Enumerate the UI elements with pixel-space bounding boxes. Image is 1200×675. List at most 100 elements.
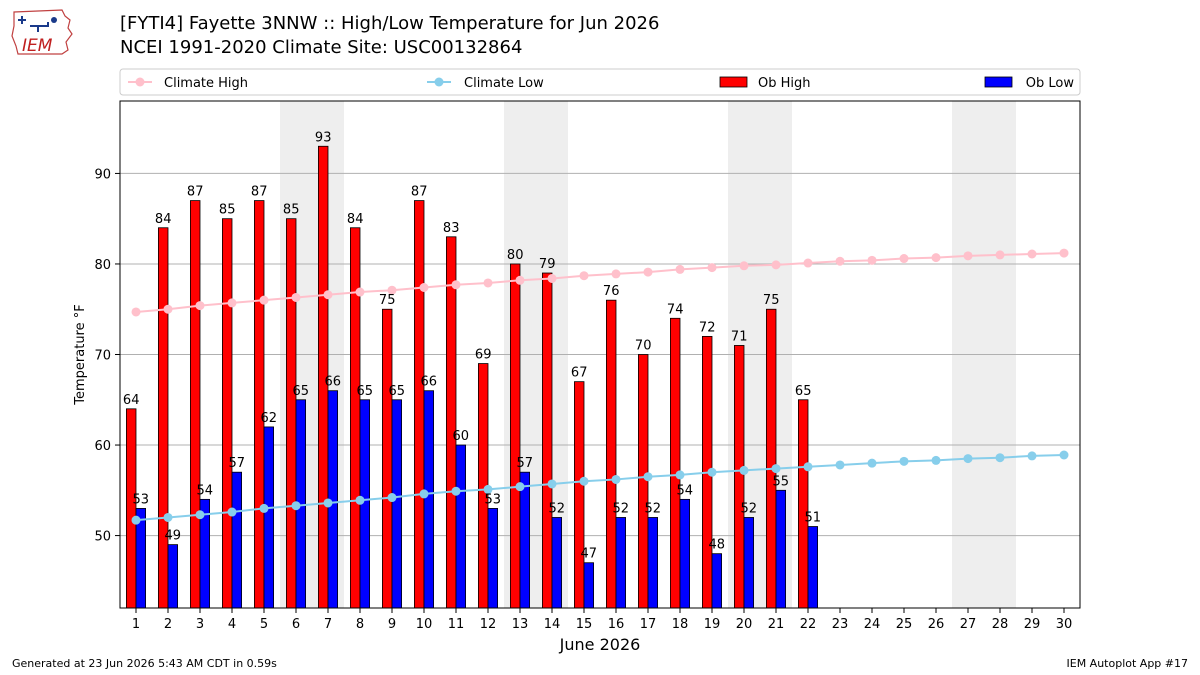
ob-low-bar (519, 471, 531, 609)
climate-high-point (835, 256, 845, 266)
climate-low-point (323, 498, 333, 508)
ob-high-bar (574, 381, 585, 609)
x-tick-label: 6 (292, 617, 300, 632)
generated-timestamp: Generated at 23 Jun 2026 5:43 AM CDT in … (12, 657, 277, 670)
legend-climate-low-label: Climate Low (464, 76, 544, 91)
ob-high-label: 87 (411, 185, 428, 200)
ob-high-bar (221, 218, 233, 609)
climate-low-point (163, 512, 173, 522)
ob-high-bar (445, 236, 457, 609)
ob-high-label: 87 (251, 185, 268, 200)
ob-low-bar (775, 489, 787, 609)
ob-low-label: 52 (549, 501, 566, 516)
ob-high-bar (734, 345, 745, 609)
climate-high-point (771, 260, 781, 270)
ob-high-label: 67 (571, 366, 588, 381)
ob-low-label: 52 (613, 501, 630, 516)
y-tick-label: 70 (94, 349, 111, 364)
legend-ob-low-swatch (984, 76, 1013, 88)
climate-high-point (547, 273, 557, 283)
iem-logo: IEM (11, 9, 73, 56)
x-tick-label: 4 (228, 617, 236, 632)
ob-low-label: 48 (709, 538, 726, 553)
x-tick-label: 9 (388, 617, 396, 632)
x-tick-label: 24 (864, 617, 881, 632)
ob-high-label: 87 (187, 185, 204, 200)
x-tick-label: 27 (960, 617, 977, 632)
climate-low-point (643, 472, 653, 482)
climate-low-point (227, 507, 237, 517)
x-tick-label: 13 (512, 617, 529, 632)
climate-low-point (131, 515, 141, 525)
ob-high-bar (157, 227, 169, 609)
ob-high-bar (509, 263, 521, 609)
x-tick-label: 16 (608, 617, 625, 632)
ob-low-label: 53 (485, 492, 502, 507)
ob-low-bar (391, 399, 403, 609)
climate-low-point (419, 489, 429, 499)
ob-low-bar (231, 471, 243, 609)
ob-high-label: 85 (283, 203, 300, 218)
climate-low-point (899, 456, 909, 466)
climate-high-point (451, 280, 461, 290)
climate-high-line (135, 252, 1065, 313)
climate-high-point (227, 298, 237, 308)
x-tick-label: 5 (260, 617, 268, 632)
ob-low-label: 60 (453, 429, 470, 444)
ob-low-bar (711, 553, 723, 609)
ob-low-bar (743, 517, 755, 609)
x-tick-label: 17 (640, 617, 657, 632)
ob-high-label: 70 (635, 339, 652, 354)
ob-high-label: 93 (315, 130, 332, 145)
ob-high-bar (381, 308, 393, 609)
climate-low-point (771, 464, 781, 474)
x-tick-label: 10 (416, 617, 433, 632)
ob-high-label: 71 (731, 329, 748, 344)
ob-high-bar (285, 218, 297, 609)
weather-vane-icon (18, 16, 49, 32)
climate-high-point (355, 287, 365, 297)
climate-high-point (259, 295, 269, 305)
x-tick-label: 11 (448, 617, 465, 632)
logo-text: IEM (22, 36, 53, 56)
y-tick-label: 60 (94, 439, 111, 454)
ob-low-bar (263, 426, 275, 609)
ob-high-bar (798, 399, 809, 609)
ob-low-label: 54 (197, 483, 214, 498)
climate-low-point (515, 482, 525, 492)
climate-low-point (963, 454, 973, 464)
climate-high-point (611, 269, 621, 279)
ob-low-bar (551, 517, 563, 609)
climate-low-point (1027, 451, 1037, 461)
x-tick-label: 3 (196, 617, 204, 632)
climate-high-point (803, 258, 813, 268)
ob-high-bar (126, 408, 137, 609)
legend-climate-high-label: Climate High (164, 76, 248, 91)
ob-low-label: 53 (133, 492, 150, 507)
climate-high-point (163, 304, 173, 314)
ob-high-label: 79 (539, 257, 556, 272)
x-tick-label: 22 (800, 617, 817, 632)
ob-high-bar (606, 299, 617, 609)
climate-low-point (483, 484, 493, 494)
climate-low-point (451, 486, 461, 496)
climate-low-point (1059, 450, 1069, 460)
ob-low-label: 55 (773, 474, 790, 489)
climate-low-point (675, 470, 685, 480)
climate-low-point (579, 476, 589, 486)
ob-high-bar (413, 200, 425, 609)
climate-high-point (643, 267, 653, 277)
ob-high-label: 65 (795, 384, 812, 399)
climate-high-point (387, 285, 397, 295)
legend-box (119, 68, 1081, 96)
climate-high-point (739, 261, 749, 271)
ob-low-label: 57 (517, 456, 534, 471)
ob-high-bar (253, 200, 265, 609)
climate-low-point (387, 493, 397, 503)
ob-high-label: 75 (379, 293, 396, 308)
climate-high-point (675, 264, 685, 274)
ob-low-label: 66 (421, 375, 438, 390)
ob-low-label: 65 (389, 384, 406, 399)
x-tick-label: 29 (1024, 617, 1041, 632)
ob-high-bar (189, 200, 201, 609)
